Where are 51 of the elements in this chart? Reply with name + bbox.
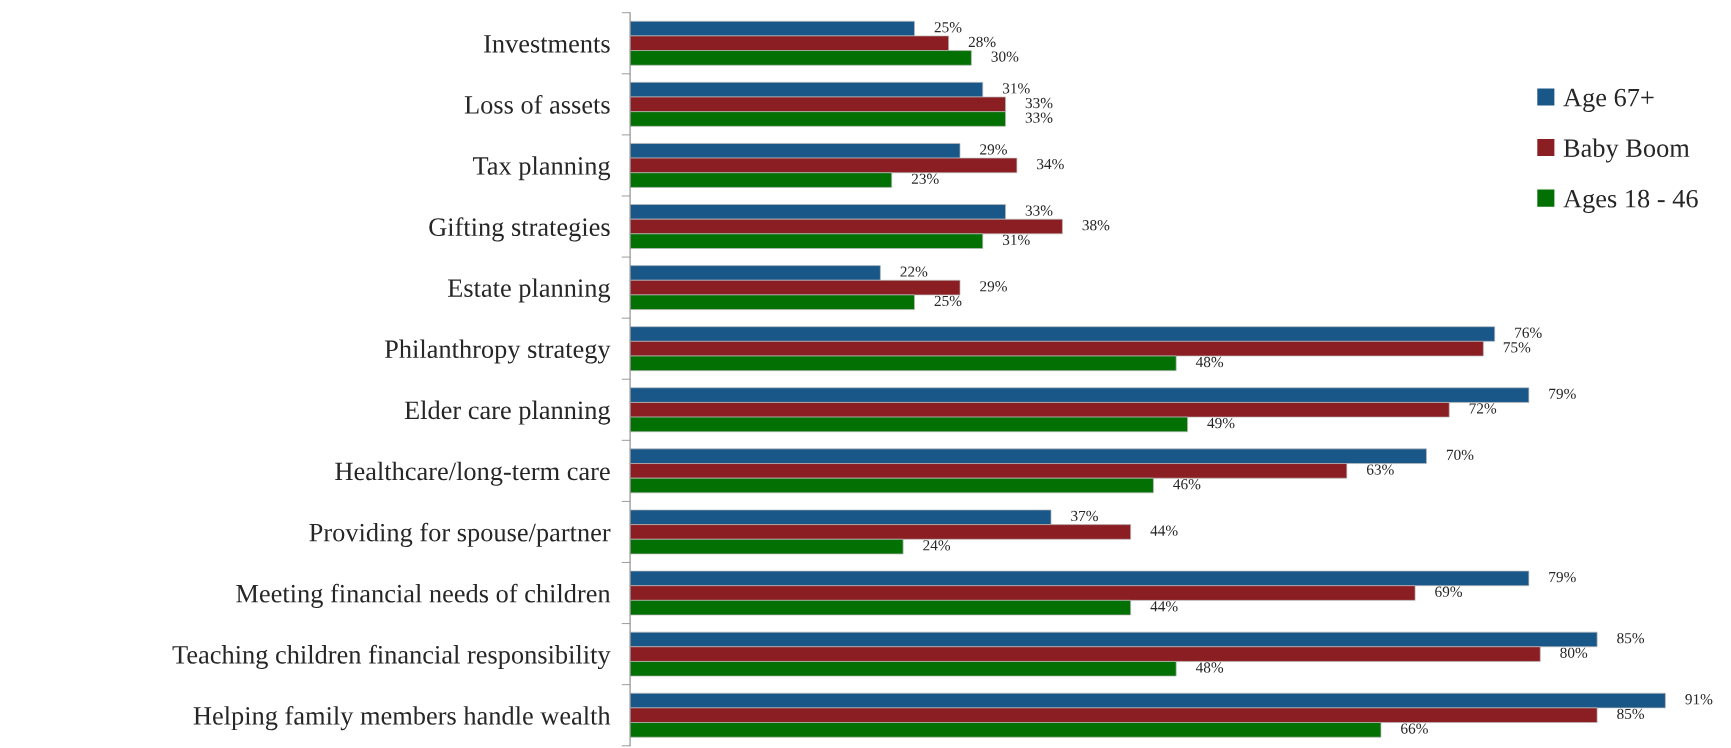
y-tick-label: Elder care planning [404, 400, 611, 425]
y-tick-label: Loss of assets [464, 94, 610, 114]
y-tick-label: Philanthropy strategy [384, 339, 611, 364]
data-label: 28% [968, 36, 996, 48]
data-label: 25% [934, 295, 962, 307]
data-label: 33% [1025, 112, 1053, 123]
data-label: 22% [900, 266, 928, 277]
data-label: 72% [1469, 403, 1497, 414]
data-label: 34% [1037, 158, 1064, 170]
data-label: 30% [991, 51, 1019, 62]
data-label: 85% [1617, 632, 1645, 644]
data-label: 23% [911, 173, 939, 184]
y-tick-label: Gifting strategies [429, 217, 610, 242]
data-label: 66% [1401, 723, 1428, 734]
data-label: 91% [1685, 694, 1713, 705]
y-tick-label: Healthcare/long-term care [335, 461, 610, 486]
y-tick-label: Providing for spouse/partner [309, 522, 611, 547]
data-label: 38% [1082, 220, 1110, 231]
data-label: 80% [1560, 647, 1588, 658]
y-tick-label: Tax planning [472, 156, 611, 181]
data-label: 37% [1071, 510, 1098, 522]
data-label: 48% [1195, 662, 1224, 673]
data-label: 44% [1150, 525, 1178, 536]
y-tick-label: Helping family members handle wealth [193, 705, 611, 731]
data-label: 48% [1195, 356, 1224, 368]
data-label: 79% [1549, 388, 1576, 399]
data-label: 63% [1366, 464, 1394, 475]
data-label: 29% [980, 281, 1007, 292]
data-label: 76% [1515, 327, 1542, 338]
data-label: 33% [1025, 205, 1053, 216]
y-tick-label: Estate planning [447, 278, 611, 303]
data-label: 31% [1002, 234, 1030, 246]
y-tick-label: Teaching children financial responsibility [172, 644, 611, 670]
legend-label: Baby Boom [1563, 138, 1690, 163]
data-label: 31% [1002, 83, 1030, 94]
legend-label: Age 67+ [1563, 88, 1654, 112]
data-label: 85% [1617, 708, 1645, 720]
data-label: 33% [1025, 97, 1053, 109]
data-label: 25% [934, 22, 962, 33]
y-tick-label: Investments [484, 35, 610, 53]
data-label: 44% [1150, 601, 1178, 612]
data-label: 70% [1446, 449, 1474, 461]
data-label: 79% [1549, 571, 1576, 583]
y-tick-label: Meeting financial needs of children [236, 583, 611, 609]
data-label: 69% [1435, 586, 1463, 597]
data-label: 75% [1503, 342, 1531, 353]
data-label: 49% [1207, 417, 1235, 429]
data-label: 24% [923, 540, 951, 551]
data-label: 46% [1173, 479, 1201, 490]
data-label: 29% [980, 144, 1007, 155]
legend-label: Ages 18 - 46 [1563, 189, 1698, 214]
